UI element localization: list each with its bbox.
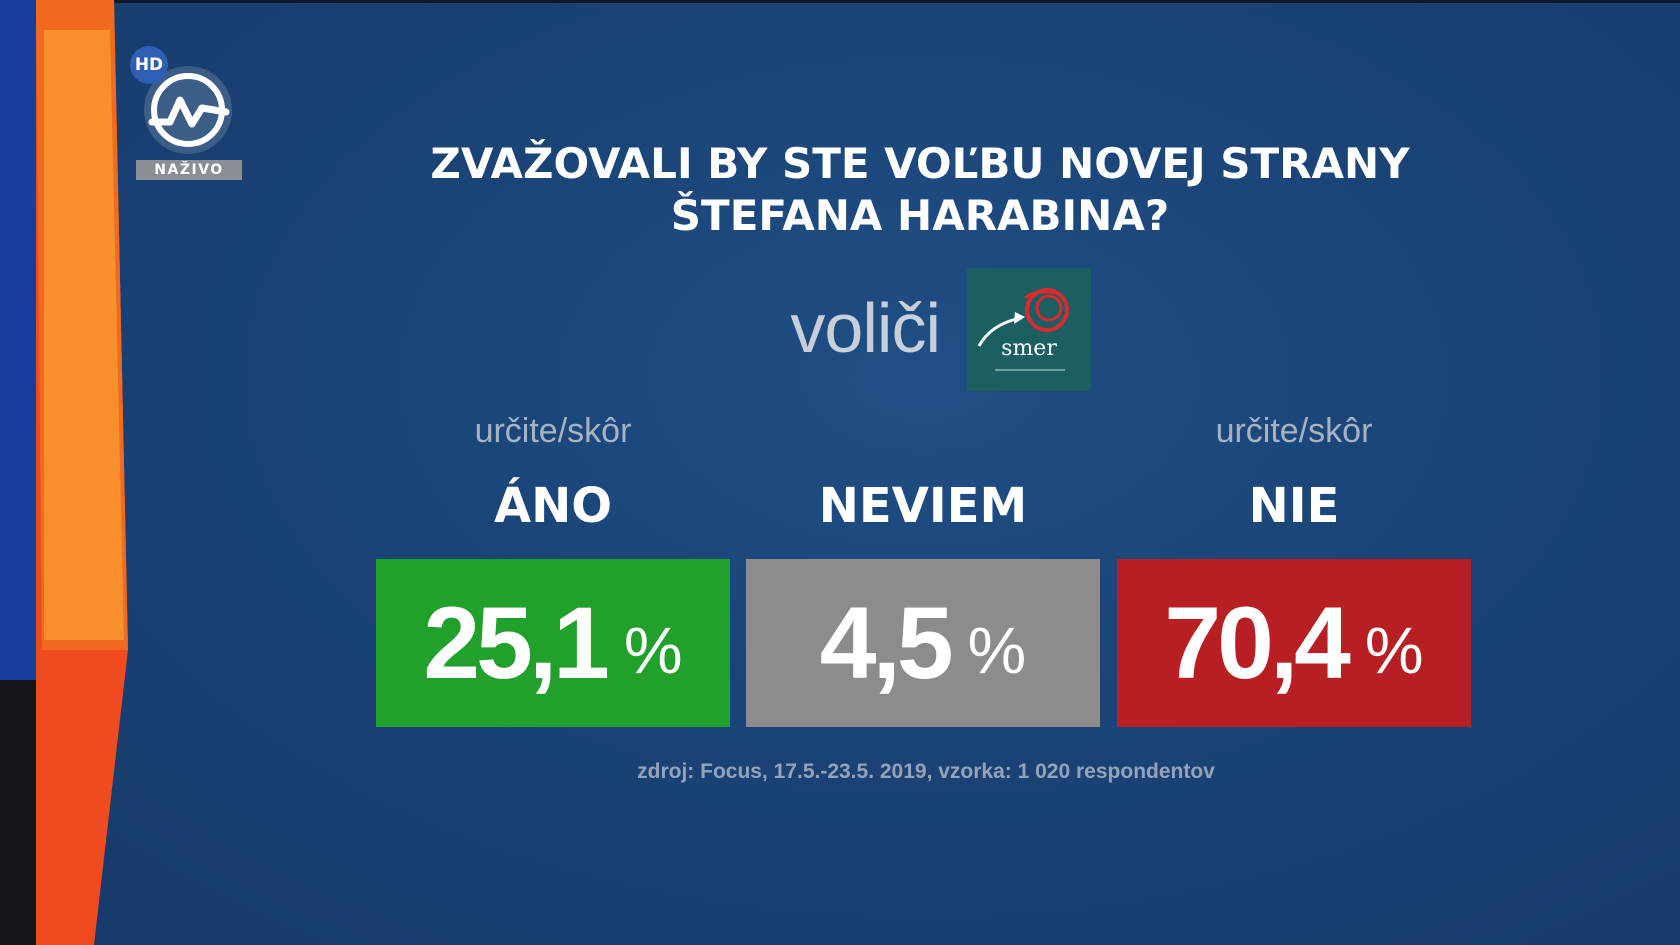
answer-sublabel: určite/skôr	[1215, 412, 1373, 450]
live-label: NAŽIVO	[136, 160, 242, 180]
answer-label: ÁNO	[493, 478, 613, 534]
answer-sublabel	[746, 412, 1100, 456]
answer-box-no: 70,4 %	[1117, 559, 1471, 727]
answer-value: 25,1	[423, 585, 610, 700]
channel-logo-icon	[144, 66, 232, 154]
voter-segment-label: voliči	[790, 289, 941, 367]
hd-badge: HD	[130, 46, 168, 84]
channel-logo: HD NAŽIVO	[130, 46, 250, 186]
top-edge-line	[0, 0, 1680, 3]
answer-sublabel: určite/skôr	[474, 412, 632, 450]
answer-value: 70,4	[1164, 585, 1351, 700]
poll-question: ZVAŽOVALI BY STE VOĽBU NOVEJ STRANY ŠTEF…	[420, 138, 1420, 242]
answer-value: 4,5	[819, 585, 954, 700]
smer-party-logo: smer	[967, 268, 1091, 391]
answer-column-dont-know: NEVIEM	[746, 412, 1100, 534]
source-note: zdroj: Focus, 17.5.-23.5. 2019, vzorka: …	[637, 760, 1215, 783]
answer-box-dont-know: 4,5 %	[746, 559, 1100, 727]
left-blue-strip	[0, 0, 40, 680]
answer-column-yes: určite/skôr ÁNO	[376, 412, 730, 534]
answer-label: NEVIEM	[818, 478, 1028, 534]
party-logo-text: smer	[1001, 336, 1057, 361]
answer-column-no: určite/skôr NIE	[1117, 412, 1471, 534]
answer-label: NIE	[1248, 478, 1340, 534]
poll-question-line-2: ŠTEFANA HARABINA?	[670, 191, 1170, 240]
left-dark-strip	[0, 680, 40, 945]
percent-sign: %	[967, 613, 1027, 687]
orange-decorative-band	[36, 0, 136, 945]
percent-sign: %	[1364, 613, 1424, 687]
rose-icon	[977, 288, 1069, 371]
percent-sign: %	[623, 613, 683, 687]
answer-box-yes: 25,1 %	[376, 559, 730, 727]
poll-question-line-1: ZVAŽOVALI BY STE VOĽBU NOVEJ STRANY	[430, 139, 1410, 188]
